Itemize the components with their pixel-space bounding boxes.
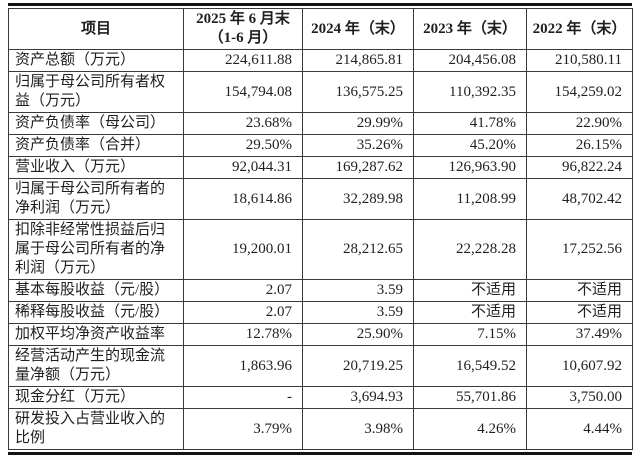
column-header-2023: 2023 年（末） <box>413 8 527 50</box>
cell-value: 2.07 <box>183 301 303 324</box>
cell-value: 不适用 <box>413 301 527 324</box>
cell-value: 3,694.93 <box>302 386 414 409</box>
header-row: 项目 2025 年 6 月末 （1-6 月） 2024 年（末） 2023 年（… <box>8 8 633 50</box>
column-header-2025h1: 2025 年 6 月末 （1-6 月） <box>183 8 303 50</box>
cell-value: 3,750.00 <box>526 386 633 409</box>
cell-value: 3.79% <box>183 408 303 450</box>
table-row: 扣除非经常性损益后归属于母公司所有者的净利润（万元） 19,200.01 28,21… <box>8 219 633 280</box>
column-header-label: （1-6 月） <box>208 30 278 46</box>
cell-value: 154,259.02 <box>526 71 633 113</box>
cell-value: 10,607.92 <box>526 345 633 387</box>
row-label: 资产总额（万元） <box>8 49 184 72</box>
cell-value: 12.78% <box>183 323 303 346</box>
row-label: 基本每股收益（元/股） <box>8 279 184 302</box>
cell-value: 7.15% <box>413 323 527 346</box>
cell-value: 20,719.25 <box>302 345 414 387</box>
row-label: 研发投入占营业收入的比例 <box>8 408 184 450</box>
cell-value: 126,963.90 <box>413 156 527 179</box>
row-label: 加权平均净资产收益率 <box>8 323 184 346</box>
cell-value: 不适用 <box>413 279 527 302</box>
cell-value: 1,863.96 <box>183 345 303 387</box>
cell-value: - <box>183 386 303 409</box>
cell-value: 35.26% <box>302 134 414 157</box>
cell-value: 110,392.35 <box>413 71 527 113</box>
table-frame: 项目 2025 年 6 月末 （1-6 月） 2024 年（末） 2023 年（… <box>8 3 633 455</box>
column-header-label: 2024 年（末） <box>311 20 405 37</box>
cell-value: 136,575.25 <box>302 71 414 113</box>
row-label: 稀释每股收益（元/股） <box>8 301 184 324</box>
column-header-2024: 2024 年（末） <box>302 8 414 50</box>
cell-value: 154,794.08 <box>183 71 303 113</box>
table-row: 资产负债率（母公司） 23.68% 29.99% 41.78% 22.90% <box>8 112 633 135</box>
financial-summary-table: 项目 2025 年 6 月末 （1-6 月） 2024 年（末） 2023 年（… <box>8 8 633 450</box>
table-row: 归属于母公司所有者权益（万元） 154,794.08 136,575.25 110,3… <box>8 71 633 113</box>
cell-value: 37.49% <box>526 323 633 346</box>
cell-value: 169,287.62 <box>302 156 414 179</box>
table-row: 稀释每股收益（元/股） 2.07 3.59 不适用 不适用 <box>8 301 633 324</box>
column-header-label: 2022 年（末） <box>532 20 627 37</box>
cell-value: 22.90% <box>526 112 633 135</box>
column-header-label: 2025 年 6 月末 <box>196 11 290 27</box>
cell-value: 16,549.52 <box>413 345 527 387</box>
cell-value: 48,702.42 <box>526 178 633 220</box>
cell-value: 92,044.31 <box>183 156 303 179</box>
table-row: 营业收入（万元） 92,044.31 169,287.62 126,963.90 96,… <box>8 156 633 179</box>
cell-value: 不适用 <box>526 279 633 302</box>
column-header-2022: 2022 年（末） <box>526 8 633 50</box>
cell-value: 41.78% <box>413 112 527 135</box>
column-header-item: 项目 <box>8 8 184 50</box>
cell-value: 214,865.81 <box>302 49 414 72</box>
cell-value: 96,822.24 <box>526 156 633 179</box>
table-row: 资产负债率（合并） 29.50% 35.26% 45.20% 26.15% <box>8 134 633 157</box>
table-row: 现金分红（万元） -3,694.93 55,701.86 3,750.00 <box>8 386 633 409</box>
cell-value: 4.44% <box>526 408 633 450</box>
table-row: 加权平均净资产收益率 12.78% 25.90% 7.15% 37.49% <box>8 323 633 346</box>
cell-value: 29.99% <box>302 112 414 135</box>
column-header-label: 2023 年（末） <box>423 20 517 37</box>
row-label: 资产负债率（母公司） <box>8 112 184 135</box>
cell-value: 17,252.56 <box>526 219 633 280</box>
table-row: 研发投入占营业收入的比例 3.79% 3.98% 4.26% 4.44% <box>8 408 633 450</box>
table-row: 归属于母公司所有者的净利润（万元） 18,614.86 32,289.98 11,20… <box>8 178 633 220</box>
cell-value: 224,611.88 <box>183 49 303 72</box>
table-row: 资产总额（万元） 224,611.88 214,865.81 204,456.08 21… <box>8 49 633 72</box>
cell-value: 18,614.86 <box>183 178 303 220</box>
row-label: 营业收入（万元） <box>8 156 184 179</box>
cell-value: 45.20% <box>413 134 527 157</box>
table-body: 资产总额（万元） 224,611.88 214,865.81 204,456.08 21… <box>8 49 633 450</box>
cell-value: 210,580.11 <box>526 49 633 72</box>
cell-value: 2.07 <box>183 279 303 302</box>
cell-value: 55,701.86 <box>413 386 527 409</box>
cell-value: 11,208.99 <box>413 178 527 220</box>
row-label: 资产负债率（合并） <box>8 134 184 157</box>
cell-value: 4.26% <box>413 408 527 450</box>
cell-value: 29.50% <box>183 134 303 157</box>
table-row: 经营活动产生的现金流量净额（万元） 1,863.96 20,719.25 16,549… <box>8 345 633 387</box>
cell-value: 不适用 <box>526 301 633 324</box>
cell-value: 28,212.65 <box>302 219 414 280</box>
row-label: 经营活动产生的现金流量净额（万元） <box>8 345 184 387</box>
cell-value: 19,200.01 <box>183 219 303 280</box>
cell-value: 25.90% <box>302 323 414 346</box>
cell-value: 204,456.08 <box>413 49 527 72</box>
cell-value: 22,228.28 <box>413 219 527 280</box>
cell-value: 23.68% <box>183 112 303 135</box>
cell-value: 3.98% <box>302 408 414 450</box>
row-label: 现金分红（万元） <box>8 386 184 409</box>
cell-value: 3.59 <box>302 301 414 324</box>
cell-value: 32,289.98 <box>302 178 414 220</box>
table-row: 基本每股收益（元/股） 2.07 3.59 不适用 不适用 <box>8 279 633 302</box>
cell-value: 26.15% <box>526 134 633 157</box>
row-label: 归属于母公司所有者权益（万元） <box>8 71 184 113</box>
table-header: 项目 2025 年 6 月末 （1-6 月） 2024 年（末） 2023 年（… <box>8 8 633 50</box>
cell-value: 3.59 <box>302 279 414 302</box>
column-header-label: 项目 <box>80 20 111 37</box>
row-label: 扣除非经常性损益后归属于母公司所有者的净利润（万元） <box>8 219 184 280</box>
row-label: 归属于母公司所有者的净利润（万元） <box>8 178 184 220</box>
